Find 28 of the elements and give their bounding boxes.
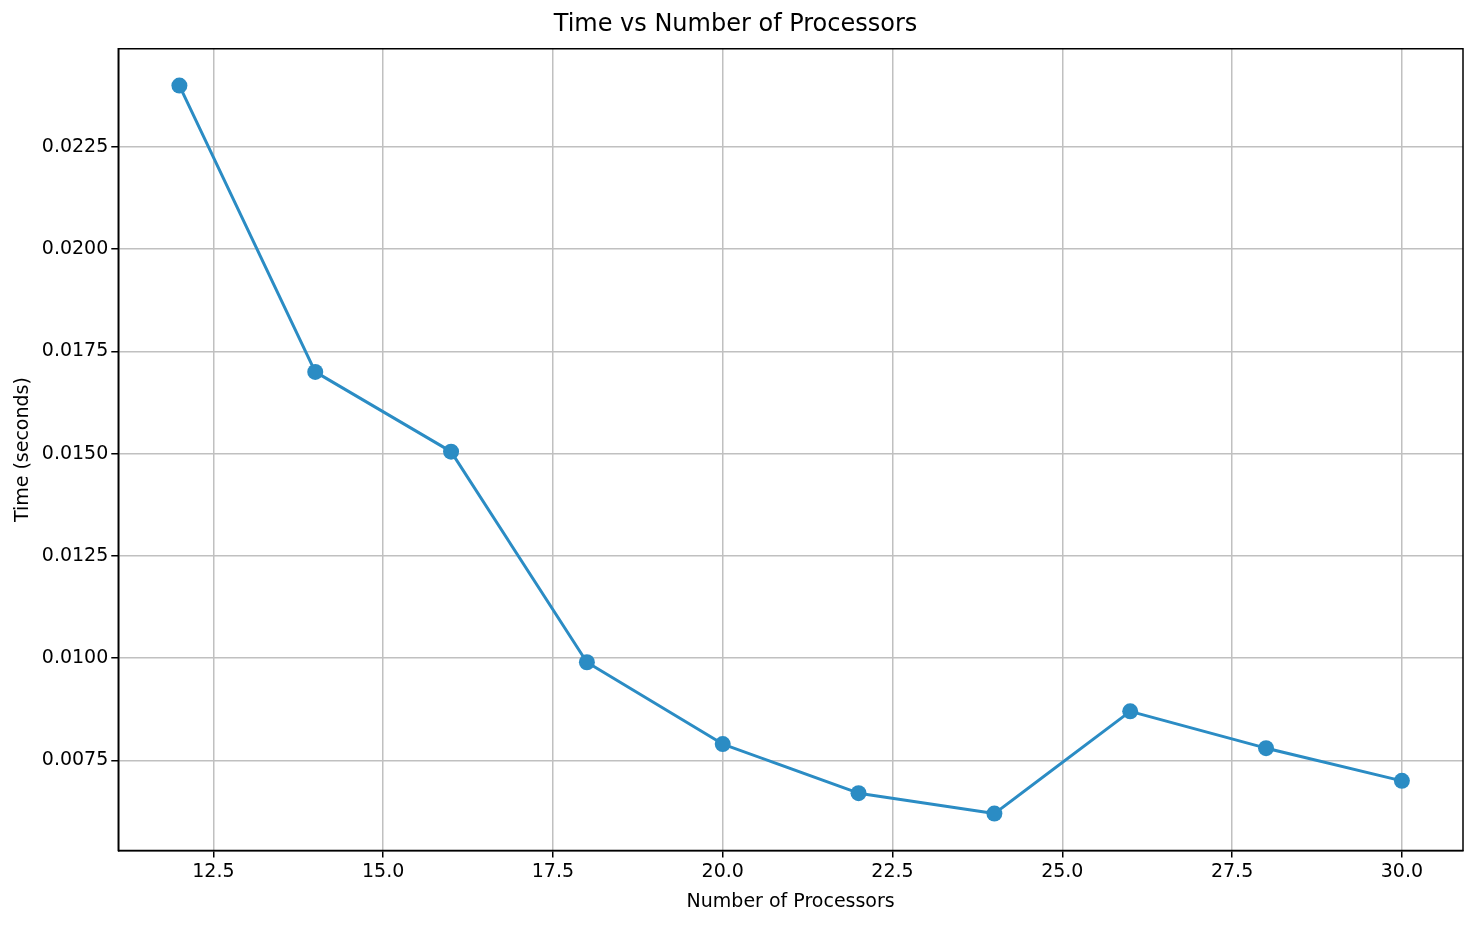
y-tick-label: 0.0075: [41, 747, 109, 770]
chart-title: Time vs Number of Processors: [552, 8, 918, 37]
point: [1122, 703, 1139, 720]
x-tick-label: 27.5: [1210, 858, 1254, 881]
y-tick-label: 0.0125: [41, 542, 109, 565]
point: [850, 785, 867, 802]
x-tick-label: 20.0: [701, 858, 744, 881]
point: [1393, 772, 1410, 789]
x-tick-label: 17.5: [531, 858, 575, 881]
point: [171, 77, 188, 94]
point: [714, 736, 731, 753]
y-tick-label: 0.0225: [41, 133, 109, 156]
y-tick-label: 0.0100: [41, 645, 109, 668]
x-tick-label: 12.5: [192, 858, 235, 881]
y-tick-label: 0.0175: [41, 338, 109, 361]
x-axis-title: Number of Processors: [686, 888, 895, 911]
y-tick-label: 0.0200: [41, 236, 109, 259]
point: [986, 805, 1003, 822]
point: [307, 363, 324, 380]
point: [578, 654, 595, 671]
y-axis-title: Time (seconds): [10, 377, 33, 524]
x-tick-label: 25.0: [1041, 858, 1084, 881]
x-tick-label: 22.5: [871, 858, 914, 881]
y-tick-label: 0.0150: [41, 440, 109, 463]
x-tick-label: 30.0: [1380, 858, 1424, 881]
point: [1258, 740, 1275, 757]
x-tick-label: 15.0: [361, 858, 405, 881]
point: [443, 443, 460, 460]
